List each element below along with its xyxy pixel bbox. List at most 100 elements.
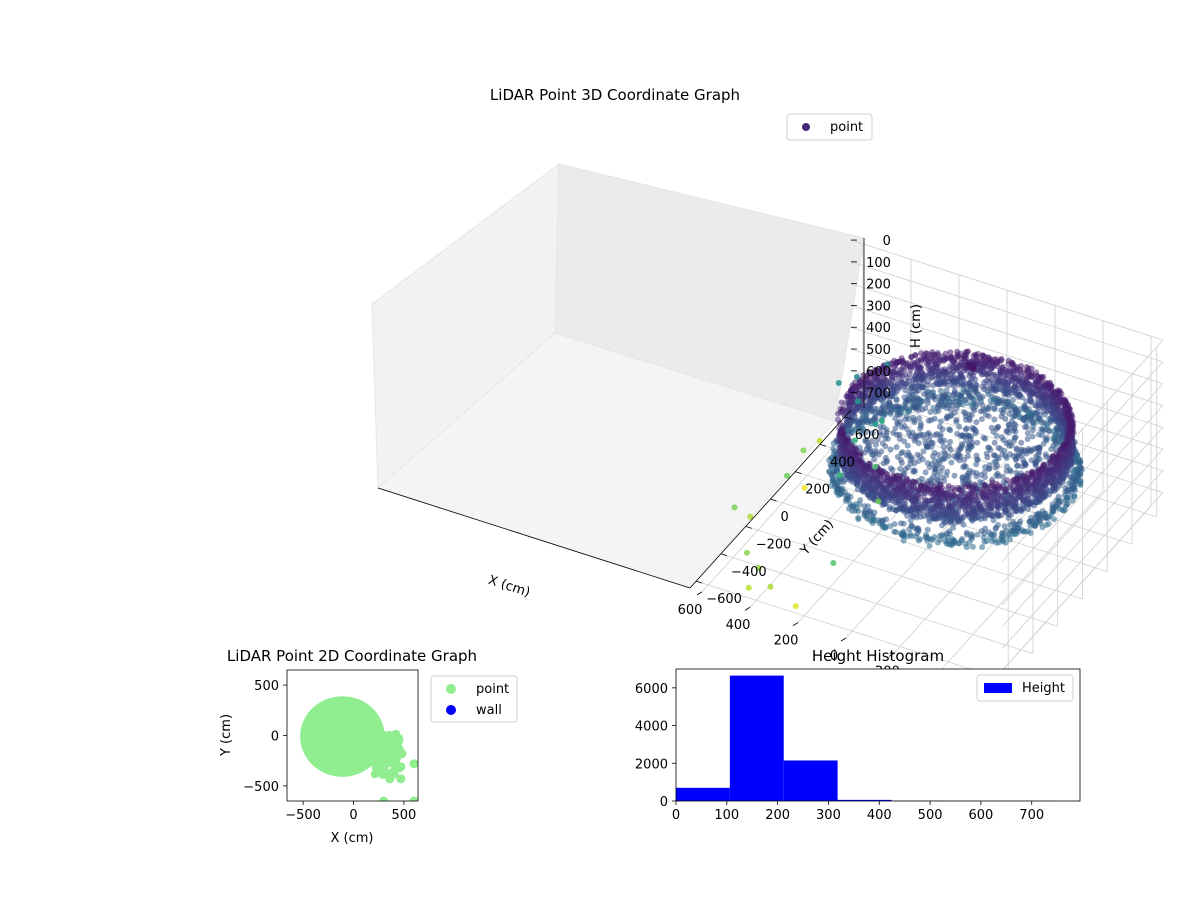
y-tick-label-histogram: 6000 — [635, 682, 668, 697]
z-tick-label-3d: 300 — [866, 299, 891, 314]
cloud-point — [1063, 435, 1070, 442]
cloud-point — [973, 473, 980, 480]
cloud-point — [962, 396, 969, 403]
chart-2d-title: LiDAR Point 2D Coordinate Graph — [227, 647, 477, 665]
cloud-point — [1003, 468, 1010, 475]
outlier-dot — [385, 774, 395, 784]
cloud-point — [1029, 427, 1036, 434]
cloud-point — [940, 443, 947, 450]
cloud-point — [991, 416, 998, 423]
cloud-point — [917, 425, 924, 432]
y-tick-label-histogram: 4000 — [635, 720, 668, 735]
cloud-point — [978, 472, 985, 478]
legend-2d-marker-wall — [446, 705, 456, 715]
cloud-point — [854, 422, 861, 429]
cloud-point — [979, 383, 986, 390]
cloud-point — [922, 534, 929, 541]
cloud-point — [1019, 463, 1026, 470]
chart-histogram: Height Histogram 0 100 200 300 400 500 600 700 0… — [635, 647, 1081, 823]
cloud-point — [836, 438, 843, 445]
outlier-point — [792, 603, 799, 610]
cloud-point — [999, 473, 1006, 480]
cloud-point — [1036, 415, 1043, 422]
cloud-point — [924, 400, 931, 407]
cloud-point — [932, 432, 939, 438]
y-tick-label-2d: −500 — [243, 780, 279, 795]
histogram-bar — [783, 760, 838, 801]
x-tick-label-histogram: 600 — [968, 808, 993, 823]
cloud-point — [864, 439, 871, 446]
cloud-point — [892, 403, 899, 410]
cloud-point — [901, 438, 908, 445]
cloud-point — [911, 437, 918, 444]
cloud-point — [1026, 518, 1033, 525]
cloud-point — [990, 395, 997, 402]
cloud-point — [991, 405, 998, 412]
cloud-point — [1004, 463, 1010, 470]
cloud-point — [916, 415, 922, 422]
cloud-point — [1009, 396, 1016, 403]
cloud-point — [908, 354, 915, 361]
x-tick-label-histogram: 200 — [765, 808, 790, 823]
cloud-point — [966, 364, 973, 371]
x-tick-label-histogram: 100 — [714, 808, 739, 823]
cloud-point — [936, 423, 943, 430]
legend-3d-label: point — [830, 120, 863, 135]
x-tick-label-3d: 400 — [726, 618, 751, 633]
cloud-point — [872, 450, 879, 457]
z-axis-label-3d: H (cm) — [909, 304, 924, 348]
cloud-point — [1003, 440, 1010, 447]
cloud-point — [954, 430, 961, 437]
cloud-point — [894, 453, 901, 460]
outlier-point — [767, 583, 774, 590]
histogram-bar — [676, 787, 730, 801]
cloud-point — [898, 460, 905, 466]
point-dot — [371, 755, 380, 764]
cloud-point — [980, 534, 987, 541]
cloud-point — [986, 529, 992, 536]
cloud-point — [904, 452, 910, 459]
cloud-point — [884, 435, 891, 442]
x-tick-label-histogram: 0 — [672, 808, 680, 823]
cloud-point — [1069, 497, 1076, 504]
cloud-point — [947, 446, 954, 453]
cloud-point — [907, 517, 914, 524]
histogram-title: Height Histogram — [812, 647, 944, 665]
cloud-point — [946, 426, 953, 433]
cloud-point — [927, 409, 934, 415]
cloud-point — [873, 441, 879, 448]
cloud-point — [970, 426, 977, 433]
cloud-point — [892, 500, 899, 506]
x-tick-label-2d: 500 — [391, 808, 416, 823]
cloud-point — [971, 407, 978, 414]
cloud-point — [1022, 424, 1028, 431]
cloud-point — [1034, 409, 1041, 416]
cloud-point — [1024, 430, 1031, 437]
outlier-point — [854, 398, 861, 405]
cloud-point — [960, 464, 967, 471]
cloud-point — [1024, 436, 1031, 442]
cloud-point — [869, 438, 875, 444]
cloud-point — [864, 492, 871, 498]
cloud-point — [995, 444, 1002, 451]
outlier-dot — [409, 759, 418, 769]
cloud-point — [1020, 456, 1027, 463]
x-axis-label-3d: X (cm) — [486, 573, 532, 601]
legend-histogram-swatch — [984, 683, 1012, 693]
z-tick-label-3d: 0 — [883, 234, 891, 249]
y-tick-label-3d: −600 — [706, 592, 742, 607]
cloud-point — [992, 525, 999, 532]
cloud-point — [930, 394, 937, 401]
cloud-point — [896, 435, 903, 442]
cloud-point — [947, 438, 954, 445]
cloud-point — [843, 495, 850, 502]
outlier-point — [853, 373, 860, 380]
cloud-point — [941, 449, 948, 456]
y-tick-label-3d: 200 — [805, 483, 830, 498]
outlier-point — [872, 421, 879, 428]
cloud-point — [937, 536, 944, 543]
cloud-point — [898, 424, 905, 431]
cloud-point — [1051, 516, 1057, 523]
cloud-point — [897, 520, 904, 527]
